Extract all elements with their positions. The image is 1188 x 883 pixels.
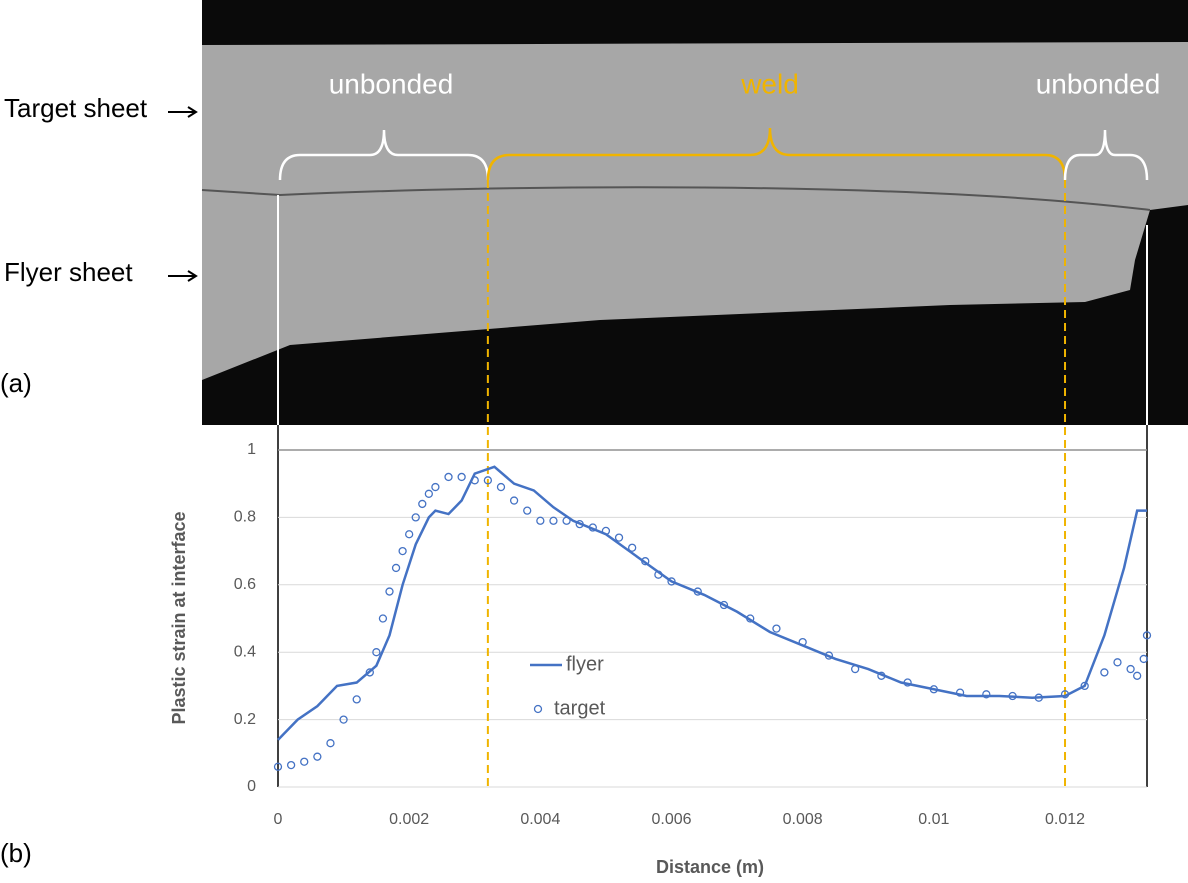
x-tick-label: 0.008	[783, 811, 823, 828]
data-point	[378, 614, 388, 623]
flyer-label: Flyer sheet	[4, 257, 133, 287]
data-point	[1080, 681, 1089, 691]
arrow	[168, 270, 198, 282]
data-point	[929, 685, 938, 694]
legend-label: flyer	[566, 653, 604, 675]
data-point	[398, 546, 407, 556]
legend-label: target	[554, 697, 606, 719]
data-point	[549, 516, 558, 525]
data-point	[385, 587, 394, 596]
data-point	[614, 533, 624, 542]
data-point	[641, 557, 650, 566]
data-point	[1133, 671, 1142, 680]
data-point	[1142, 631, 1152, 640]
data-point	[509, 496, 519, 505]
y-tick-label: 1	[247, 441, 256, 458]
region-label: unbonded	[329, 68, 454, 99]
data-point	[588, 523, 597, 532]
brace	[1063, 129, 1149, 181]
data-point	[326, 739, 335, 748]
region-label: unbonded	[1036, 68, 1161, 99]
x-tick-label: 0.006	[651, 811, 691, 828]
data-point	[411, 513, 420, 522]
target-label: Target sheet	[4, 93, 148, 123]
data-point	[470, 476, 479, 485]
data-point	[955, 688, 965, 697]
data-point	[523, 506, 532, 515]
brace	[278, 129, 490, 181]
data-point	[628, 543, 637, 552]
brace	[486, 127, 1067, 181]
data-point	[850, 664, 860, 674]
data-point	[352, 695, 361, 704]
data-point	[601, 526, 611, 536]
data-point	[536, 516, 545, 525]
panel-label: (b)	[0, 838, 32, 868]
y-tick-label: 0.4	[234, 643, 256, 660]
panel-label: (a)	[0, 368, 32, 398]
data-line	[277, 465, 1147, 741]
x-tick-label: 0.012	[1045, 811, 1085, 828]
data-point	[746, 614, 755, 623]
data-point	[1034, 693, 1043, 702]
y-tick-label: 0.6	[234, 576, 256, 593]
data-point	[273, 762, 283, 771]
data-point	[339, 715, 348, 724]
data-point	[1113, 658, 1122, 667]
data-point	[798, 637, 807, 647]
data-point	[1100, 668, 1109, 677]
data-point	[431, 482, 440, 492]
data-point	[824, 651, 834, 660]
data-point	[667, 577, 676, 586]
x-tick-label: 0.002	[389, 811, 429, 828]
data-point	[903, 678, 912, 687]
sheets	[202, 42, 1188, 380]
y-tick-label: 0.2	[234, 711, 256, 728]
data-point	[424, 489, 433, 498]
arrow	[168, 106, 198, 118]
y-axis-title: Plastic strain at interface	[169, 511, 189, 724]
data-point	[1126, 664, 1135, 674]
x-tick-label: 0.01	[918, 811, 949, 828]
data-point	[444, 472, 453, 482]
data-point	[1008, 691, 1017, 701]
data-point	[372, 648, 381, 657]
data-point	[300, 757, 309, 766]
data-point	[1060, 690, 1070, 699]
data-point	[719, 600, 729, 610]
data-point	[877, 671, 886, 680]
interface	[201, 186, 1151, 211]
data-point	[982, 690, 991, 699]
data-point	[391, 563, 401, 573]
data-point	[654, 570, 663, 579]
data-point	[365, 668, 374, 677]
data-point	[286, 760, 296, 770]
data-point	[418, 499, 427, 509]
data-point	[405, 530, 414, 539]
x-tick-label: 0	[274, 811, 283, 828]
data-point	[313, 752, 322, 761]
y-tick-label: 0	[247, 778, 256, 795]
data-point	[772, 624, 781, 633]
x-axis-title: Distance (m)	[656, 857, 764, 877]
x-tick-label: 0.004	[520, 811, 560, 828]
y-tick-label: 0.8	[234, 509, 256, 526]
data-point	[693, 587, 702, 596]
region-label: weld	[740, 68, 799, 99]
data-point	[457, 472, 466, 482]
data-point	[1139, 654, 1148, 664]
legend-swatch	[533, 704, 543, 714]
data-point	[496, 482, 506, 492]
data-point	[562, 516, 571, 525]
data-point	[575, 519, 584, 529]
data-point	[483, 476, 493, 485]
